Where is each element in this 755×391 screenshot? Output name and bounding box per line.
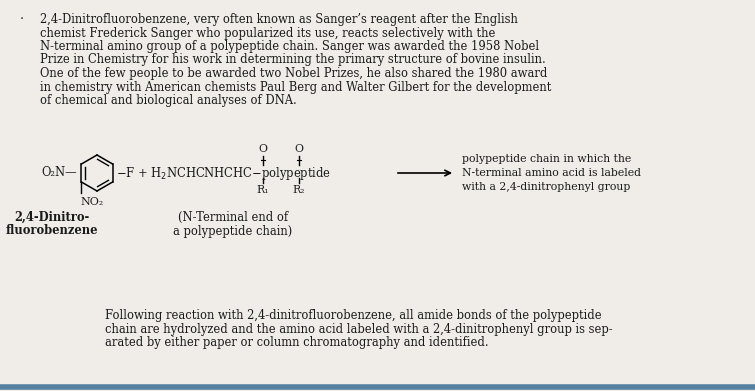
Text: ·: · [20,13,24,26]
Text: R₂: R₂ [293,185,305,195]
Text: NO₂: NO₂ [80,197,103,207]
Text: chemist Frederick Sanger who popularized its use, reacts selectively with the: chemist Frederick Sanger who popularized… [40,27,495,39]
Text: $-$F + H$_2$NCHCNHCHC$-$polypeptide: $-$F + H$_2$NCHCNHCHC$-$polypeptide [116,165,331,181]
Text: fluorobenzene: fluorobenzene [6,224,98,237]
Text: 2,4-Dinitrofluorobenzene, very often known as Sanger’s reagent after the English: 2,4-Dinitrofluorobenzene, very often kno… [40,13,518,26]
Text: O₂N—: O₂N— [42,167,77,179]
Text: 2,4-Dinitro-: 2,4-Dinitro- [14,211,90,224]
Text: (N-Terminal end of: (N-Terminal end of [178,211,288,224]
Text: O: O [258,144,267,154]
Text: with a 2,4-dinitrophenyl group: with a 2,4-dinitrophenyl group [462,182,630,192]
Text: in chemistry with American chemists Paul Berg and Walter Gilbert for the develop: in chemistry with American chemists Paul… [40,81,551,93]
Text: N-terminal amino group of a polypeptide chain. Sanger was awarded the 1958 Nobel: N-terminal amino group of a polypeptide … [40,40,539,53]
Text: N-terminal amino acid is labeled: N-terminal amino acid is labeled [462,168,641,178]
Text: of chemical and biological analyses of DNA.: of chemical and biological analyses of D… [40,94,297,107]
Text: chain are hydrolyzed and the amino acid labeled with a 2,4-dinitrophenyl group i: chain are hydrolyzed and the amino acid … [105,323,612,335]
Text: O: O [294,144,304,154]
Text: arated by either paper or column chromatography and identified.: arated by either paper or column chromat… [105,336,488,349]
Text: polypeptide chain in which the: polypeptide chain in which the [462,154,631,164]
Text: Following reaction with 2,4-dinitrofluorobenzene, all amide bonds of the polypep: Following reaction with 2,4-dinitrofluor… [105,309,602,322]
Text: R₁: R₁ [257,185,270,195]
Text: Prize in Chemistry for his work in determining the primary structure of bovine i: Prize in Chemistry for his work in deter… [40,54,546,66]
Text: One of the few people to be awarded two Nobel Prizes, he also shared the 1980 aw: One of the few people to be awarded two … [40,67,547,80]
Text: a polypeptide chain): a polypeptide chain) [174,224,293,237]
